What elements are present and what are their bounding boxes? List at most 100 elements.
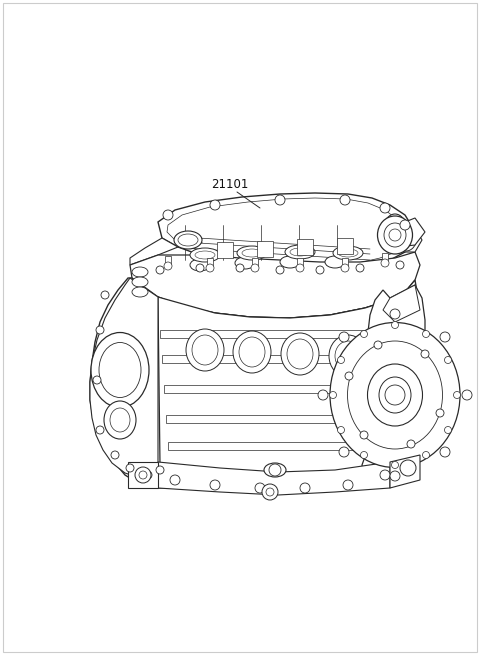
Circle shape (454, 392, 460, 398)
Circle shape (462, 390, 472, 400)
Polygon shape (167, 198, 404, 267)
Circle shape (380, 470, 390, 480)
Polygon shape (128, 462, 158, 488)
Polygon shape (297, 239, 313, 255)
Circle shape (400, 220, 410, 230)
Polygon shape (165, 256, 171, 266)
Polygon shape (390, 228, 422, 252)
Polygon shape (390, 455, 420, 488)
Polygon shape (382, 253, 388, 263)
Circle shape (385, 385, 405, 405)
Ellipse shape (174, 231, 202, 249)
Polygon shape (158, 193, 413, 272)
Ellipse shape (329, 335, 367, 377)
Circle shape (339, 447, 349, 457)
Ellipse shape (186, 329, 224, 371)
Circle shape (275, 195, 285, 205)
Ellipse shape (192, 335, 218, 365)
Polygon shape (158, 462, 390, 495)
Polygon shape (130, 252, 420, 318)
Circle shape (339, 332, 349, 342)
Polygon shape (217, 242, 233, 258)
Polygon shape (158, 297, 390, 483)
Ellipse shape (264, 463, 286, 477)
Polygon shape (252, 258, 258, 268)
Circle shape (356, 264, 364, 272)
Circle shape (381, 259, 389, 267)
Circle shape (390, 309, 400, 319)
Circle shape (440, 447, 450, 457)
Ellipse shape (335, 341, 361, 371)
Circle shape (251, 264, 259, 272)
Circle shape (444, 356, 452, 364)
Ellipse shape (325, 256, 345, 268)
Polygon shape (166, 415, 384, 423)
Circle shape (374, 341, 382, 349)
Circle shape (345, 372, 353, 380)
Circle shape (163, 210, 173, 220)
Ellipse shape (338, 249, 358, 257)
Ellipse shape (379, 377, 411, 413)
Circle shape (300, 483, 310, 493)
Circle shape (96, 326, 104, 334)
Circle shape (436, 409, 444, 417)
Circle shape (396, 261, 404, 269)
Polygon shape (90, 193, 425, 492)
Circle shape (126, 464, 134, 472)
Circle shape (170, 475, 180, 485)
Ellipse shape (330, 322, 460, 468)
Circle shape (93, 376, 101, 384)
Polygon shape (383, 285, 420, 322)
Ellipse shape (290, 248, 310, 256)
Circle shape (156, 466, 164, 474)
Ellipse shape (132, 267, 148, 277)
Ellipse shape (377, 216, 412, 254)
Ellipse shape (99, 343, 141, 398)
Ellipse shape (104, 401, 136, 439)
Ellipse shape (348, 341, 443, 449)
Circle shape (96, 426, 104, 434)
Circle shape (380, 203, 390, 213)
Ellipse shape (384, 214, 406, 242)
Polygon shape (390, 218, 425, 248)
Circle shape (276, 266, 284, 274)
Circle shape (444, 426, 452, 434)
Circle shape (164, 262, 172, 270)
Circle shape (196, 264, 204, 272)
Circle shape (206, 264, 214, 272)
Circle shape (341, 264, 349, 272)
Circle shape (400, 460, 416, 476)
Ellipse shape (132, 287, 148, 297)
Polygon shape (297, 258, 303, 268)
Ellipse shape (280, 256, 300, 268)
Circle shape (236, 264, 244, 272)
Circle shape (440, 332, 450, 342)
Polygon shape (337, 238, 353, 253)
Ellipse shape (287, 339, 313, 369)
Circle shape (337, 426, 345, 434)
Circle shape (139, 471, 147, 479)
Circle shape (101, 291, 109, 299)
Ellipse shape (91, 333, 149, 407)
Ellipse shape (110, 408, 130, 432)
Ellipse shape (190, 259, 210, 271)
Circle shape (407, 440, 415, 448)
Circle shape (360, 331, 368, 337)
Polygon shape (164, 385, 386, 393)
Circle shape (422, 451, 430, 458)
Ellipse shape (233, 331, 271, 373)
Circle shape (392, 462, 398, 468)
Polygon shape (207, 258, 213, 268)
Circle shape (340, 195, 350, 205)
Circle shape (360, 451, 368, 458)
Circle shape (266, 488, 274, 496)
Circle shape (360, 431, 368, 439)
Circle shape (422, 331, 430, 337)
Circle shape (318, 390, 328, 400)
Circle shape (390, 471, 400, 481)
Ellipse shape (132, 277, 148, 287)
Circle shape (210, 480, 220, 490)
Circle shape (421, 350, 429, 358)
Polygon shape (342, 258, 348, 268)
Ellipse shape (396, 229, 416, 251)
